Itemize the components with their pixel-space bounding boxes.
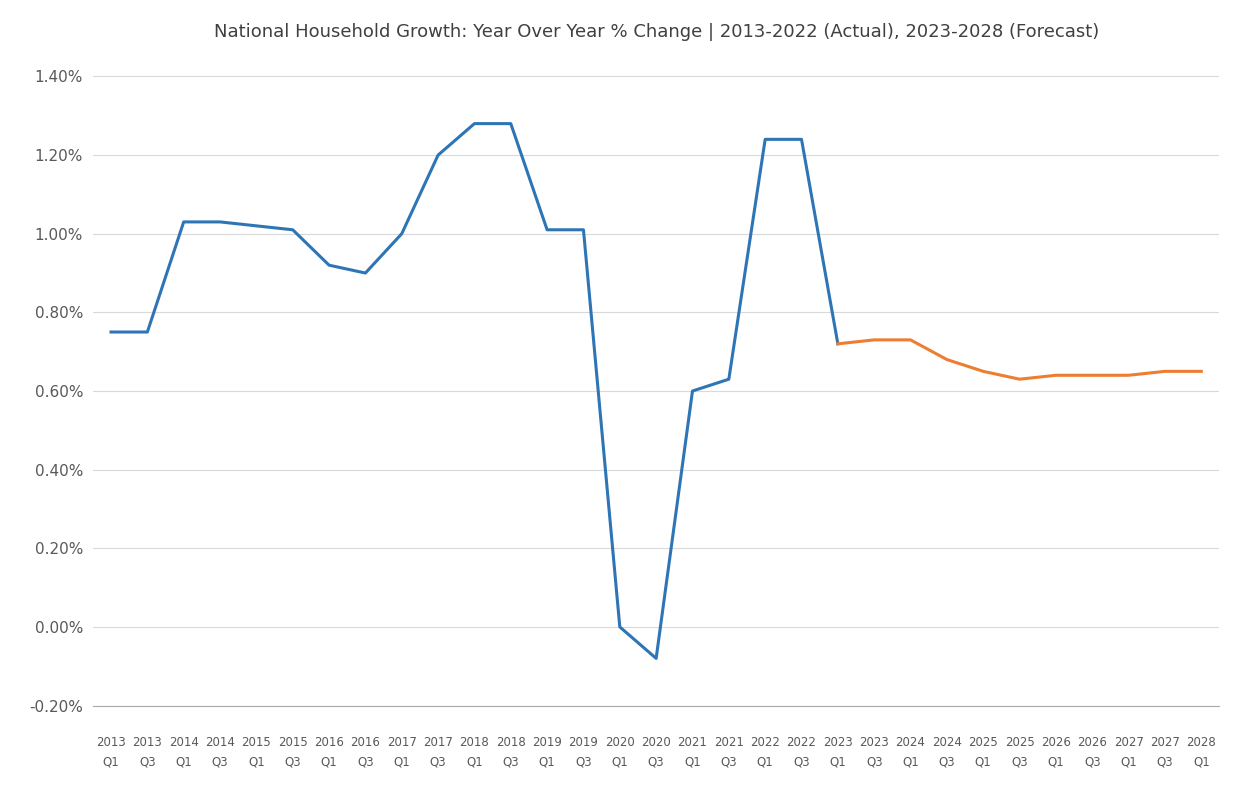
- Text: 2020: 2020: [605, 736, 635, 749]
- Text: Q3: Q3: [1084, 756, 1101, 769]
- Text: 2028: 2028: [1186, 736, 1216, 749]
- Text: 2025: 2025: [1005, 736, 1035, 749]
- Text: 2015: 2015: [277, 736, 307, 749]
- Text: Q3: Q3: [1156, 756, 1174, 769]
- Text: Q1: Q1: [176, 756, 192, 769]
- Text: Q3: Q3: [430, 756, 447, 769]
- Text: Q1: Q1: [829, 756, 847, 769]
- Text: Q1: Q1: [1193, 756, 1210, 769]
- Text: 2018: 2018: [459, 736, 489, 749]
- Text: 2026: 2026: [1077, 736, 1107, 749]
- Text: Q3: Q3: [647, 756, 665, 769]
- Text: 2027: 2027: [1114, 736, 1144, 749]
- Text: 2019: 2019: [568, 736, 598, 749]
- Text: 2020: 2020: [641, 736, 671, 749]
- Text: 2015: 2015: [241, 736, 271, 749]
- Text: 2022: 2022: [750, 736, 780, 749]
- Text: Q3: Q3: [1011, 756, 1028, 769]
- Text: Q1: Q1: [685, 756, 701, 769]
- Text: 2023: 2023: [823, 736, 853, 749]
- Text: 2024: 2024: [895, 736, 926, 749]
- Text: 2021: 2021: [714, 736, 744, 749]
- Text: Q3: Q3: [721, 756, 737, 769]
- Title: National Household Growth: Year Over Year % Change | 2013-2022 (Actual), 2023-20: National Household Growth: Year Over Yea…: [213, 24, 1099, 41]
- Text: Q1: Q1: [1120, 756, 1136, 769]
- Text: Q1: Q1: [465, 756, 483, 769]
- Text: 2024: 2024: [932, 736, 962, 749]
- Text: 2014: 2014: [206, 736, 235, 749]
- Text: 2019: 2019: [532, 736, 562, 749]
- Text: 2026: 2026: [1041, 736, 1071, 749]
- Text: Q1: Q1: [1047, 756, 1065, 769]
- Text: Q3: Q3: [938, 756, 956, 769]
- Text: Q3: Q3: [794, 756, 810, 769]
- Text: Q1: Q1: [103, 756, 119, 769]
- Text: Q1: Q1: [539, 756, 556, 769]
- Text: 2025: 2025: [968, 736, 998, 749]
- Text: 2014: 2014: [168, 736, 198, 749]
- Text: Q3: Q3: [576, 756, 592, 769]
- Text: Q1: Q1: [394, 756, 410, 769]
- Text: 2013: 2013: [132, 736, 162, 749]
- Text: 2021: 2021: [677, 736, 707, 749]
- Text: Q3: Q3: [285, 756, 301, 769]
- Text: Q1: Q1: [903, 756, 919, 769]
- Text: Q1: Q1: [756, 756, 774, 769]
- Text: 2023: 2023: [859, 736, 889, 749]
- Text: Q1: Q1: [612, 756, 628, 769]
- Text: 2016: 2016: [350, 736, 380, 749]
- Text: 2018: 2018: [496, 736, 526, 749]
- Text: 2017: 2017: [423, 736, 453, 749]
- Text: Q1: Q1: [321, 756, 338, 769]
- Text: 2017: 2017: [386, 736, 417, 749]
- Text: Q1: Q1: [248, 756, 265, 769]
- Text: 2016: 2016: [314, 736, 344, 749]
- Text: Q3: Q3: [139, 756, 156, 769]
- Text: Q3: Q3: [503, 756, 519, 769]
- Text: 2013: 2013: [97, 736, 126, 749]
- Text: 2027: 2027: [1150, 736, 1180, 749]
- Text: 2022: 2022: [786, 736, 816, 749]
- Text: Q3: Q3: [357, 756, 374, 769]
- Text: Q3: Q3: [865, 756, 883, 769]
- Text: Q3: Q3: [212, 756, 228, 769]
- Text: Q1: Q1: [974, 756, 992, 769]
